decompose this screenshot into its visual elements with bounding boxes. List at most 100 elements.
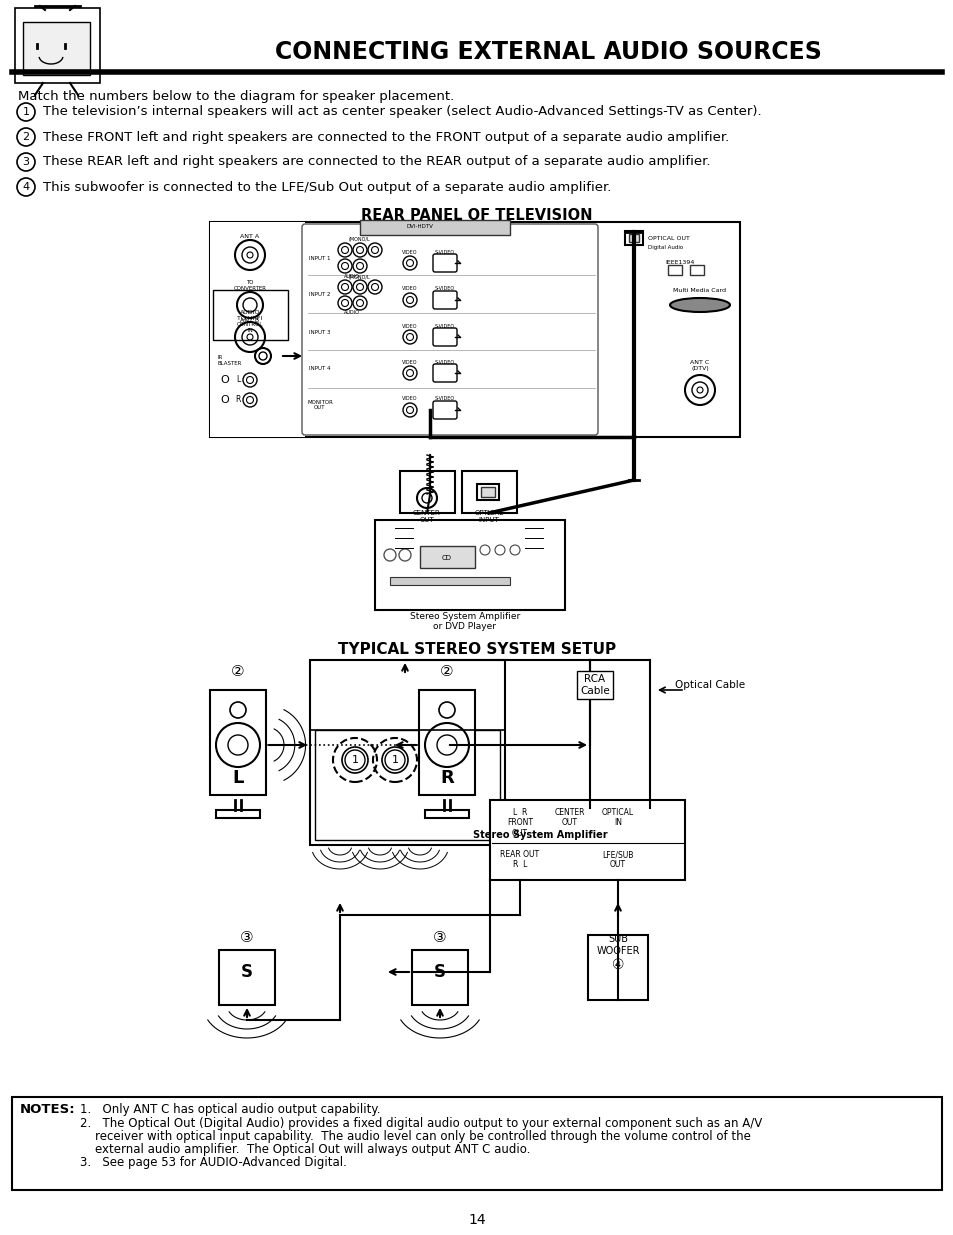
Bar [412, 950, 468, 1005]
Bar [587, 935, 647, 1000]
Text: S-VIDEO: S-VIDEO [435, 249, 455, 254]
Text: INPUT 4: INPUT 4 [309, 366, 331, 370]
Text: O: O [220, 375, 229, 385]
Text: 2: 2 [23, 132, 30, 142]
Text: R: R [439, 769, 454, 787]
Text: L  R
FRONT
OUT: L R FRONT OUT [506, 808, 533, 837]
Text: (MONO/L: (MONO/L [349, 237, 371, 242]
Bar [210, 690, 266, 795]
Text: VIDEO: VIDEO [402, 287, 417, 291]
Text: AUDIO
TO HI-FI: AUDIO TO HI-FI [237, 310, 262, 321]
FancyBboxPatch shape [433, 364, 456, 382]
Bar [399, 471, 455, 513]
Text: 14: 14 [468, 1213, 485, 1228]
Bar [624, 231, 642, 245]
Text: LFE/SUB
OUT: LFE/SUB OUT [601, 850, 633, 869]
Text: TYPICAL STEREO SYSTEM SETUP: TYPICAL STEREO SYSTEM SETUP [337, 642, 616, 657]
Text: L: L [233, 769, 243, 787]
Bar [461, 471, 517, 513]
Text: MONITOR
OUT: MONITOR OUT [307, 400, 333, 410]
Text: OPTICAL
INPUT: OPTICAL INPUT [474, 510, 503, 522]
Text: (MONO/L: (MONO/L [349, 274, 371, 279]
Bar [490, 800, 684, 881]
Text: Digital Audio: Digital Audio [647, 245, 682, 249]
Text: Multi Media Card: Multi Media Card [673, 288, 726, 293]
Text: L: L [235, 375, 240, 384]
Text: R: R [235, 395, 240, 405]
Text: AUDIO: AUDIO [344, 310, 359, 315]
Bar [314, 730, 499, 840]
Text: The television’s internal speakers will act as center speaker (select Audio-Adva: The television’s internal speakers will … [43, 105, 760, 119]
Text: These FRONT left and right speakers are connected to the FRONT output of a separ: These FRONT left and right speakers are … [43, 131, 728, 143]
Bar [210, 222, 740, 437]
Text: CONNECTING EXTERNAL AUDIO SOURCES: CONNECTING EXTERNAL AUDIO SOURCES [274, 40, 821, 64]
Bar [418, 690, 475, 795]
Text: INPUT 3: INPUT 3 [309, 330, 331, 335]
Bar [424, 810, 469, 818]
Text: CD: CD [441, 555, 452, 561]
Text: This subwoofer is connected to the LFE/Sub Out output of a separate audio amplif: This subwoofer is connected to the LFE/S… [43, 180, 611, 194]
Text: S-VIDEO: S-VIDEO [435, 396, 455, 401]
Ellipse shape [669, 298, 729, 312]
Text: S-VIDEO: S-VIDEO [435, 359, 455, 364]
Text: IR
BLASTER: IR BLASTER [218, 354, 242, 366]
Text: REAR PANEL OF TELEVISION: REAR PANEL OF TELEVISION [361, 207, 592, 222]
Bar [476, 484, 498, 500]
FancyBboxPatch shape [433, 254, 456, 272]
Text: S: S [434, 963, 446, 981]
Bar [23, 22, 90, 75]
Text: S-VIDEO: S-VIDEO [435, 324, 455, 329]
Text: ②: ② [231, 664, 245, 679]
Bar [12, 1097, 941, 1191]
Text: VIDEO: VIDEO [402, 324, 417, 329]
Text: DVI-HDTV: DVI-HDTV [406, 224, 433, 228]
FancyBboxPatch shape [433, 401, 456, 419]
Bar [419, 546, 475, 568]
Text: VIDEO: VIDEO [402, 249, 417, 254]
Text: CENTER
OUT: CENTER OUT [413, 510, 440, 522]
Bar [213, 290, 288, 340]
Text: ④: ④ [611, 958, 623, 972]
Text: O: O [220, 395, 229, 405]
Bar [689, 266, 703, 275]
Text: 2.   The Optical Out (Digital Audio) provides a fixed digital audio output to yo: 2. The Optical Out (Digital Audio) provi… [80, 1116, 761, 1130]
Text: INPUT 2: INPUT 2 [309, 293, 331, 298]
Bar [480, 487, 495, 496]
Text: 3.   See page 53 for AUDIO-Advanced Digital.: 3. See page 53 for AUDIO-Advanced Digita… [80, 1156, 347, 1170]
Text: CONTROL
IN: CONTROL IN [236, 322, 263, 332]
Text: external audio amplifier.  The Optical Out will always output ANT C audio.: external audio amplifier. The Optical Ou… [95, 1144, 530, 1156]
Text: IEEE1394: IEEE1394 [664, 259, 694, 264]
Text: ②: ② [439, 664, 454, 679]
Text: ANT A: ANT A [240, 235, 259, 240]
Text: Optical Cable: Optical Cable [674, 680, 744, 690]
Bar [310, 659, 504, 845]
Text: ANT B: ANT B [240, 317, 259, 322]
Bar [390, 577, 510, 585]
Text: INPUT 1: INPUT 1 [309, 256, 331, 261]
FancyBboxPatch shape [302, 224, 598, 435]
Text: These REAR left and right speakers are connected to the REAR output of a separat: These REAR left and right speakers are c… [43, 156, 710, 168]
Text: 1: 1 [391, 755, 398, 764]
Text: S: S [241, 963, 253, 981]
Text: AUDIO: AUDIO [344, 273, 359, 279]
Text: Stereo System Amplifier
or DVD Player: Stereo System Amplifier or DVD Player [410, 613, 519, 631]
Text: TO
CONVERTER: TO CONVERTER [233, 280, 266, 290]
Text: 4: 4 [23, 182, 30, 191]
Text: 3: 3 [23, 157, 30, 167]
Text: S-VIDEO: S-VIDEO [435, 287, 455, 291]
Bar [215, 810, 260, 818]
Text: RCA
Cable: RCA Cable [579, 674, 609, 695]
Text: NOTES:: NOTES: [20, 1103, 75, 1116]
FancyBboxPatch shape [433, 291, 456, 309]
Bar [210, 222, 305, 437]
Text: ③: ③ [240, 930, 253, 946]
Text: 1.   Only ANT C has optical audio output capability.: 1. Only ANT C has optical audio output c… [80, 1103, 380, 1116]
Text: 1: 1 [23, 107, 30, 117]
Bar [628, 233, 639, 242]
Text: OPTICAL
IN: OPTICAL IN [601, 808, 634, 827]
Text: CENTER
OUT: CENTER OUT [554, 808, 584, 827]
Text: Stereo System Amplifier: Stereo System Amplifier [472, 830, 607, 840]
Text: VIDEO: VIDEO [402, 359, 417, 364]
Bar [15, 7, 100, 83]
Bar [667, 266, 681, 275]
